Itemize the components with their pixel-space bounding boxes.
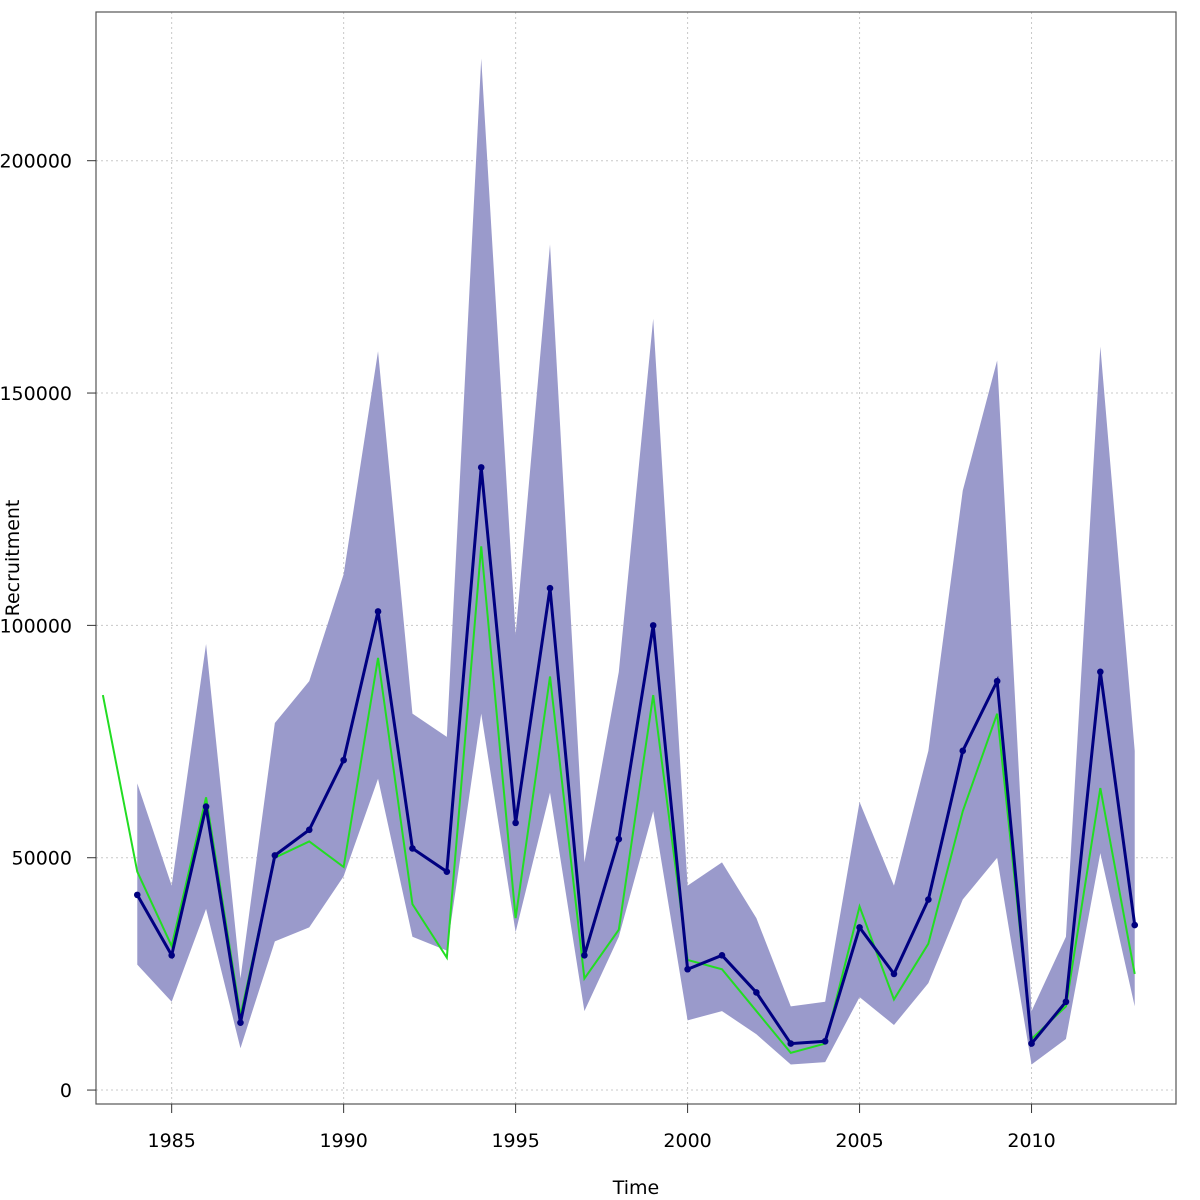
- estimate-point: [133, 891, 141, 899]
- plot-frame: [95, 11, 1177, 1105]
- x-tick-label: 2005: [835, 1130, 883, 1152]
- estimate-point: [168, 952, 175, 959]
- estimate-point: [856, 924, 863, 931]
- estimate-series-layer: [133, 464, 1139, 1048]
- estimate-point: [753, 989, 760, 996]
- estimate-point: [477, 464, 485, 471]
- x-axis: 1985 1990 1995 2000 2005 2010: [147, 1104, 1056, 1152]
- estimate-point: [821, 1037, 829, 1045]
- estimate-point: [202, 803, 210, 810]
- estimate-point: [305, 826, 313, 834]
- y-axis: 0 50000 100000 150000 200000: [0, 151, 96, 1102]
- x-tick-label: 1985: [147, 1130, 195, 1152]
- estimate-point: [340, 756, 347, 764]
- estimate-point: [1062, 998, 1070, 1006]
- x-tick-label: 2000: [663, 1130, 711, 1152]
- estimate-point: [890, 970, 898, 978]
- y-tick-label: 200000: [0, 151, 72, 173]
- estimate-point: [787, 1040, 795, 1047]
- y-tick-label: 50000: [12, 848, 72, 870]
- estimate-point: [237, 1019, 244, 1026]
- estimate-point: [1028, 1040, 1035, 1047]
- estimate-point: [1097, 668, 1104, 676]
- estimate-point: [512, 819, 519, 827]
- x-tick-label: 2010: [1007, 1130, 1055, 1152]
- x-tick-label: 1990: [319, 1130, 367, 1152]
- estimate-point: [409, 845, 416, 852]
- y-tick-label: 150000: [0, 383, 72, 405]
- x-axis-title: Time: [612, 1177, 660, 1199]
- confidence-band-layer: [137, 58, 1135, 1065]
- estimate-point: [443, 868, 451, 875]
- estimate-point: [959, 747, 967, 755]
- y-tick-label: 0: [60, 1080, 72, 1102]
- estimate-point: [546, 584, 554, 592]
- confidence-band: [137, 58, 1135, 1065]
- y-tick-label: 100000: [0, 615, 72, 637]
- x-tick-label: 1995: [491, 1130, 539, 1152]
- estimate-point: [718, 952, 726, 959]
- estimate-point: [271, 852, 279, 859]
- estimate-point: [615, 835, 623, 843]
- estimate-point: [684, 965, 691, 973]
- estimate-series-line: [135, 467, 1137, 1048]
- estimate-point: [925, 896, 932, 903]
- estimate-point: [1131, 921, 1139, 929]
- estimate-point: [374, 608, 382, 615]
- estimate-point: [993, 677, 1001, 685]
- estimate-point: [649, 622, 657, 629]
- y-axis-title: Recruitment: [2, 500, 24, 617]
- estimate-point: [581, 952, 588, 959]
